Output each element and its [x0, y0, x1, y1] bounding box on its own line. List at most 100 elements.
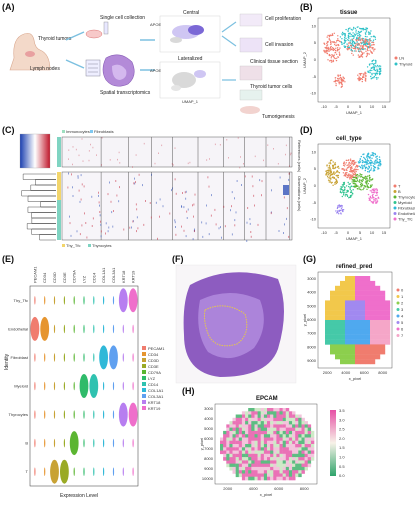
identity-label: Endothelial: [8, 326, 28, 331]
umap-b-point: [374, 67, 375, 68]
umap-b-point: [364, 42, 365, 43]
epcam-spot: [242, 457, 245, 461]
epcam-spot: [261, 411, 264, 415]
cluster-spot: [345, 296, 350, 301]
umap-b-point: [365, 48, 366, 49]
cluster-spot: [370, 291, 375, 296]
umap-d-point: [349, 184, 350, 185]
umap-b-point: [342, 32, 343, 33]
epcam-spot: [280, 438, 283, 442]
epcam-spot: [295, 467, 298, 471]
cluster-spot: [350, 340, 355, 345]
umap-b-point: [348, 40, 349, 41]
cluster-spot: [375, 315, 380, 320]
violin-CD34: [44, 296, 45, 305]
umap-b-point: [327, 50, 328, 51]
umap-b-point: [334, 49, 335, 50]
heatmap-signal: [134, 178, 135, 180]
umap-b-point: [344, 39, 345, 40]
umap-d-point: [364, 164, 365, 165]
cluster-spot: [345, 344, 350, 349]
heatmap-signal: [271, 212, 272, 214]
heatmap-signal: [291, 153, 292, 155]
epcam-spot: [280, 441, 283, 445]
umap-b-point: [337, 38, 338, 39]
cluster-spot: [375, 335, 380, 340]
epcam-spot: [267, 477, 270, 481]
violin-CD3E: [64, 382, 65, 391]
heatmap-signal: [98, 192, 99, 194]
epcam-spot: [255, 470, 258, 474]
cluster-spot: [340, 335, 345, 340]
heatmap-signal: [209, 233, 210, 235]
umap-b-point: [335, 85, 336, 86]
cluster-spot: [375, 320, 380, 325]
cluster-spot: [350, 349, 355, 354]
umap-d-point: [376, 194, 377, 195]
umap-d-point: [370, 179, 371, 180]
umap-b-point: [345, 40, 346, 41]
epcam-spot: [286, 428, 289, 432]
epcam-spot: [270, 431, 273, 435]
umap-b-point: [354, 46, 355, 47]
heatmap-signal: [81, 174, 82, 176]
heatmap-signal: [211, 215, 212, 217]
umap-b-point: [341, 41, 342, 42]
heatmap-signal: [163, 205, 164, 207]
cluster-spot: [345, 325, 350, 330]
violin-CD3D: [54, 410, 55, 419]
epcam-spot: [295, 474, 298, 478]
gene-label: KRT19: [131, 270, 136, 283]
epcam-spot: [270, 477, 273, 481]
epcam-spot: [292, 447, 295, 451]
epcam-spot: [233, 418, 236, 422]
umap-b-point: [329, 39, 330, 40]
heatmap-signal: [283, 185, 289, 195]
cluster-spot: [385, 325, 390, 330]
refined-pred-ytick: 3000: [307, 276, 317, 281]
refined-pred-ylabel: y_pixel: [302, 314, 307, 327]
epcam-spot: [248, 415, 251, 419]
cluster-spot: [345, 310, 350, 315]
epcam-spot: [270, 428, 273, 432]
umap-lateralized: Lateralized APOE UMAP_1: [150, 56, 220, 104]
umap-b-point: [329, 60, 330, 61]
identity-label: Thyrocytes: [8, 412, 28, 417]
umap-d-point: [329, 181, 330, 182]
umap-d-point: [332, 168, 333, 169]
umap-b-point: [374, 69, 375, 70]
epcam-spot: [261, 408, 264, 412]
epcam-spot: [280, 451, 283, 455]
refined-pred-legend-label: 1: [401, 294, 404, 299]
umap-d-point: [350, 197, 351, 198]
heatmap-signal: [271, 189, 272, 191]
umap-d-point: [350, 169, 351, 170]
epcam-spot: [264, 444, 267, 448]
epcam-spot: [280, 464, 283, 468]
epcam-spot: [273, 431, 276, 435]
epcam-spot: [229, 434, 232, 438]
umap-b-point: [334, 81, 335, 82]
heatmap-signal: [247, 207, 248, 209]
epcam-spot: [251, 434, 254, 438]
heatmap-signal: [101, 235, 102, 237]
epcam-spot: [289, 415, 292, 419]
epcam-spot: [267, 424, 270, 428]
epcam-spot: [233, 467, 236, 471]
epcam-spot: [283, 467, 286, 471]
dendrogram: [22, 174, 56, 240]
epcam-spot: [289, 467, 292, 471]
umap-d-point: [353, 183, 354, 184]
epcam-spot: [276, 467, 279, 471]
dendrogram-branch: [23, 174, 56, 180]
umap-b-point: [344, 42, 345, 43]
single-cell-label: Single cell collection: [100, 15, 145, 21]
epcam-spot: [270, 454, 273, 458]
violin-legend-label: CD3D: [148, 358, 159, 363]
epcam-xlabel: x_pixel: [260, 492, 273, 497]
umap-d-point: [365, 168, 366, 169]
epcam-spot: [248, 470, 251, 474]
cluster-spot: [355, 335, 360, 340]
umap-d-point: [330, 163, 331, 164]
epcam-spot: [236, 438, 239, 442]
